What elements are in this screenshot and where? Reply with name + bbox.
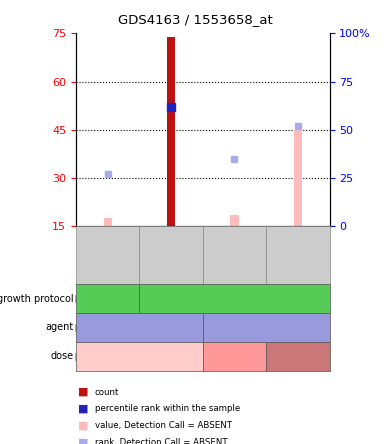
Text: ▶: ▶: [75, 322, 84, 333]
Text: GSM394092: GSM394092: [103, 230, 112, 281]
Text: 100 ng/ml: 100 ng/ml: [277, 352, 319, 361]
Text: rank, Detection Call = ABSENT: rank, Detection Call = ABSENT: [95, 438, 227, 444]
Text: agent: agent: [46, 322, 74, 333]
Text: value, Detection Call = ABSENT: value, Detection Call = ABSENT: [95, 421, 232, 430]
Text: GSM394094: GSM394094: [230, 230, 239, 281]
Text: GSM394093: GSM394093: [167, 230, 176, 281]
Text: ■: ■: [78, 404, 89, 414]
Text: ■: ■: [78, 387, 89, 397]
Text: cultured for 0
hours: cultured for 0 hours: [82, 289, 134, 308]
Text: ■: ■: [78, 421, 89, 431]
Text: cultured for 6 hours: cultured for 6 hours: [186, 293, 283, 304]
Text: recombinant IFNa-2b: recombinant IFNa-2b: [226, 323, 307, 332]
Text: growth protocol: growth protocol: [0, 293, 74, 304]
Text: NA: NA: [133, 351, 146, 361]
Bar: [104, 218, 112, 226]
Text: count: count: [95, 388, 119, 396]
Text: none: none: [127, 322, 152, 333]
Bar: [167, 36, 175, 226]
Bar: [294, 130, 302, 226]
Text: ▶: ▶: [75, 351, 84, 361]
Text: GSM394095: GSM394095: [293, 230, 302, 281]
Text: 1 ng/ml: 1 ng/ml: [218, 352, 250, 361]
Text: ▶: ▶: [75, 293, 84, 304]
Text: dose: dose: [51, 351, 74, 361]
Text: GDS4163 / 1553658_at: GDS4163 / 1553658_at: [118, 13, 272, 27]
Text: ■: ■: [78, 438, 89, 444]
Bar: [230, 215, 239, 226]
Text: percentile rank within the sample: percentile rank within the sample: [95, 404, 240, 413]
